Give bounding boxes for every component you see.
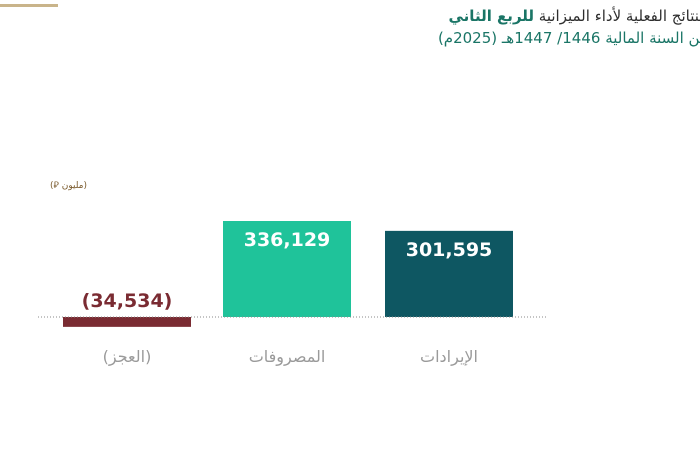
value-label-deficit: (34,534) bbox=[82, 290, 173, 312]
category-label-revenues: الإيرادات bbox=[420, 347, 478, 367]
chart-title: النتائج الفعلية لأداء الميزانية للربع ال… bbox=[438, 6, 700, 26]
bar-expenses bbox=[223, 221, 351, 317]
bar-revenues bbox=[385, 230, 513, 317]
top-decor-rule bbox=[0, 4, 58, 7]
value-label-expenses: 336,129 bbox=[244, 229, 331, 251]
chart-subtitle: من السنة المالية 1446/ 1447هـ (2025م) bbox=[437, 29, 700, 47]
chart-header: النتائج الفعلية لأداء الميزانية للربع ال… bbox=[438, 6, 700, 48]
bar-deficit bbox=[63, 317, 191, 327]
category-label-expenses: المصروفات bbox=[249, 347, 326, 367]
category-label-deficit: (العجز) bbox=[103, 347, 152, 367]
title-prefix: النتائج الفعلية لأداء الميزانية bbox=[534, 7, 700, 25]
title-highlight: للربع الثاني bbox=[448, 7, 535, 25]
value-label-revenues: 301,595 bbox=[406, 239, 493, 261]
unit-label: (مليون ⃁) bbox=[50, 181, 88, 191]
